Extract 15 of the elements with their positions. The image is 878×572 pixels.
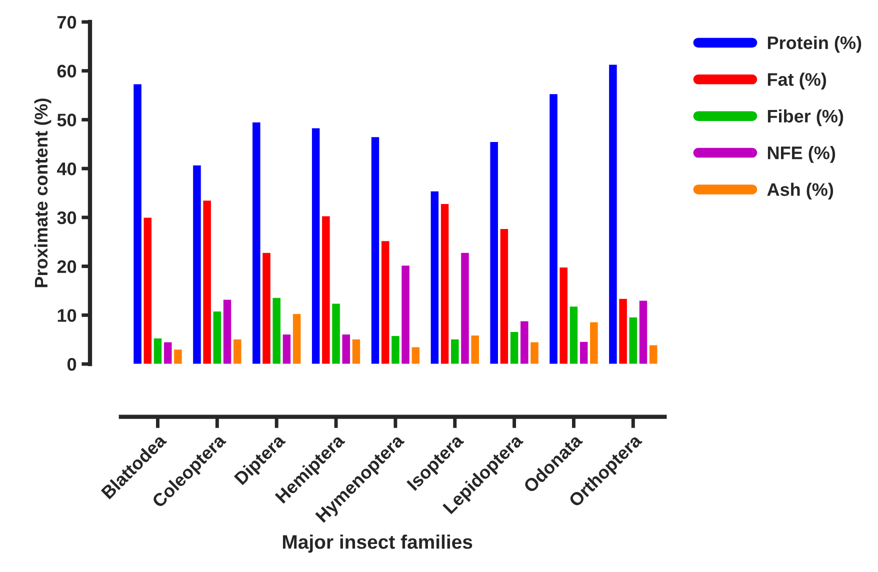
y-tick-label: 0 [67,358,76,371]
y-tick-label: 50 [57,114,76,126]
y-tick-label: 20 [57,260,76,274]
y-tick-label: 30 [57,211,76,224]
y-tick-label: 10 [58,309,76,322]
y-tick-label: 70 [57,16,76,29]
legend-label: Protein (%) [768,36,862,53]
x-axis-title: Major insect families [282,534,472,553]
y-tick-label: 60 [57,64,76,78]
y-tick-label: 40 [56,162,76,176]
legend-label: Fiber (%) [768,109,844,126]
legend-label: Fat (%) [768,72,826,90]
y-axis-title: Proximate content (%) [34,98,52,288]
legend-label: NFE (%) [768,146,836,163]
legend-label: Ash (%) [767,182,834,200]
